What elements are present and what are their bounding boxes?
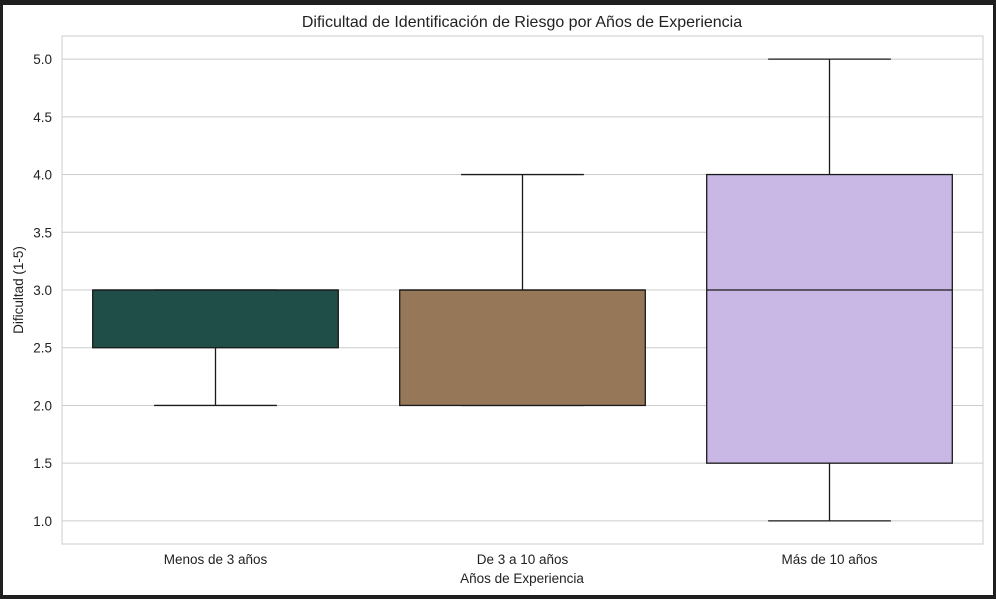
box-iqr <box>92 289 339 349</box>
box-plot-chart: Dificultad de Identificación de Riesgo p… <box>11 14 984 586</box>
x-tick-label: Menos de 3 años <box>164 552 268 567</box>
x-tick-labels: Menos de 3 años De 3 a 10 años Más de 10 a… <box>164 552 878 567</box>
y-tick-label: 2.5 <box>33 341 52 356</box>
y-tick-label: 3.0 <box>33 283 52 298</box>
x-tick-label: De 3 a 10 años <box>477 552 569 567</box>
box-iqr <box>399 289 646 407</box>
y-axis-label: Dificultad (1-5) <box>11 246 26 334</box>
y-tick-label: 5.0 <box>33 52 52 67</box>
box-iqr <box>706 173 953 464</box>
y-tick-label: 1.5 <box>33 456 52 471</box>
y-tick-label: 2.0 <box>33 398 52 413</box>
x-tick-label: Más de 10 años <box>781 552 877 567</box>
y-tick-label: 4.0 <box>33 168 52 183</box>
y-tick-label: 1.0 <box>33 514 52 529</box>
chart-title: Dificultad de Identificación de Riesgo p… <box>302 14 742 31</box>
x-axis-label: Años de Experiencia <box>460 571 584 586</box>
chart-figure: Dificultad de Identificación de Riesgo p… <box>3 5 993 595</box>
y-tick-label: 4.5 <box>33 110 52 125</box>
boxes <box>92 58 953 522</box>
y-tick-label: 3.5 <box>33 225 52 240</box>
y-tick-labels: 1.0 1.5 2.0 2.5 3.0 3.5 4.0 4.5 5.0 <box>33 52 52 529</box>
